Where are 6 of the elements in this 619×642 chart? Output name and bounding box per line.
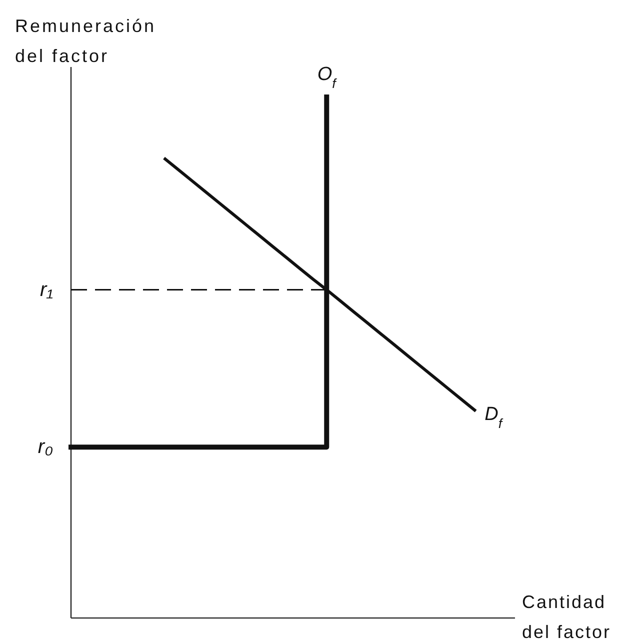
series-label: O$_{f}$ — [317, 64, 338, 90]
text: r₁ — [40, 278, 53, 301]
y-axis-title: Remuneración del factor — [15, 16, 156, 66]
series-label: D$_{f}$ — [484, 404, 504, 431]
x-axis-title: Cantidad del factor — [522, 592, 612, 642]
text: r₀ — [38, 436, 53, 458]
